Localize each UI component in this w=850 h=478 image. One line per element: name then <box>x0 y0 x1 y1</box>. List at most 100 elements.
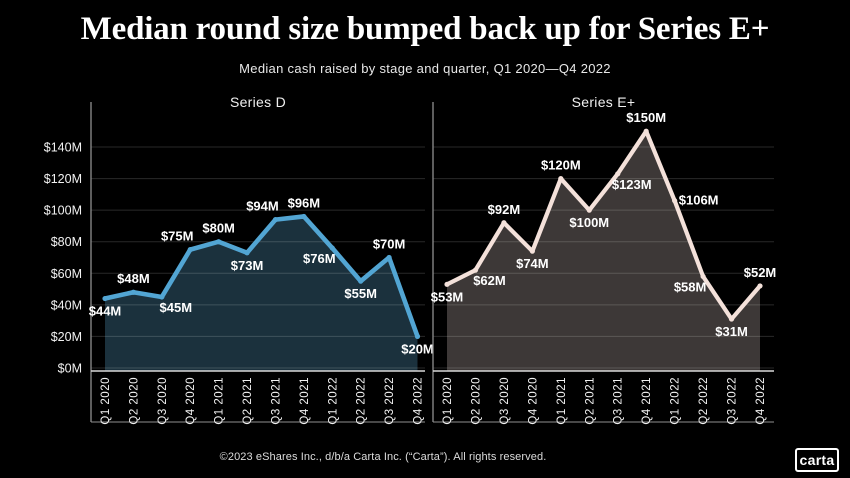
data-points <box>444 128 763 322</box>
median-round-size-chart: $44M $48M $45M $75M $80M $73M $94M $96M $76M $55M… <box>44 94 777 425</box>
x-tick-label: Q1 2022 <box>670 377 682 425</box>
data-point <box>444 281 450 287</box>
x-axis-labels: Q1 2020 Q2 2020 Q3 2020 Q4 2020 Q1 2021 Q2 20… <box>100 377 425 425</box>
x-tick-label: Q3 2020 <box>499 377 511 425</box>
y-tick-label: $20M <box>51 330 82 344</box>
data-point <box>672 198 678 204</box>
series-d-panel: $44M $48M $45M $75M $80M $73M $94M $96M $76M $55M… <box>44 94 434 425</box>
x-tick-label: Q4 2020 <box>527 377 539 425</box>
point-value-label: $45M <box>160 300 193 315</box>
point-value-label: $96M <box>288 195 321 210</box>
data-point <box>615 171 621 177</box>
data-point <box>358 278 364 284</box>
x-axis-labels: Q1 2020 Q2 2020 Q3 2020 Q4 2020 Q1 2021 Q2 20… <box>442 377 767 425</box>
data-point <box>728 316 735 322</box>
x-tick-label: Q2 2020 <box>470 377 482 425</box>
data-point <box>643 128 649 134</box>
x-tick-label: Q1 2020 <box>442 377 454 425</box>
area-fill <box>447 131 760 371</box>
data-point <box>558 175 564 182</box>
point-value-label: $80M <box>202 221 235 236</box>
carta-logo-text: carta <box>799 452 835 468</box>
data-point <box>244 250 250 256</box>
point-value-label: $52M <box>744 265 777 280</box>
y-tick-label: $80M <box>51 235 82 249</box>
point-value-label: $75M <box>161 229 194 244</box>
y-tick-label: $60M <box>51 267 82 281</box>
data-point <box>301 213 307 220</box>
x-tick-label: Q1 2022 <box>327 377 339 425</box>
panel-title: Series E+ <box>572 94 636 110</box>
x-tick-label: Q2 2022 <box>698 377 710 425</box>
x-tick-label: Q1 2020 <box>100 377 112 425</box>
y-tick-label: $0M <box>58 362 82 376</box>
y-tick-label: $100M <box>44 204 82 218</box>
data-point <box>586 207 592 213</box>
point-value-label: $53M <box>431 289 464 304</box>
data-point <box>472 267 479 273</box>
point-value-label: $74M <box>516 256 549 271</box>
x-tick-label: Q4 2022 <box>413 377 425 425</box>
data-point <box>414 333 421 340</box>
data-point <box>272 217 279 223</box>
point-value-label: $92M <box>488 202 521 217</box>
point-value-label: $44M <box>89 304 122 319</box>
x-tick-label: Q4 2021 <box>641 377 653 425</box>
x-tick-label: Q3 2021 <box>613 377 625 425</box>
x-tick-label: Q2 2022 <box>356 377 368 425</box>
x-tick-label: Q2 2020 <box>128 377 140 425</box>
x-tick-label: Q1 2021 <box>214 377 226 425</box>
point-value-label: $62M <box>473 273 506 288</box>
copyright-text: ©2023 eShares Inc., d/b/a Carta Inc. (“C… <box>219 451 547 463</box>
series-e-panel: $53M $62M $92M $74M $120M $100M $123M $150M $106… <box>431 94 777 425</box>
x-tick-label: Q2 2021 <box>242 377 254 425</box>
data-point <box>216 239 222 245</box>
point-value-label: $48M <box>117 271 150 286</box>
point-value-label: $94M <box>246 199 279 214</box>
x-tick-label: Q3 2020 <box>157 377 169 425</box>
y-tick-label: $120M <box>44 172 82 186</box>
point-value-label: $20M <box>401 341 434 356</box>
point-labels: $53M $62M $92M $74M $120M $100M $123M $150M $106… <box>431 110 777 339</box>
data-point <box>329 245 335 251</box>
point-value-label: $120M <box>541 158 581 173</box>
data-points <box>102 213 421 340</box>
point-value-label: $100M <box>569 215 609 230</box>
x-tick-label: Q3 2022 <box>384 377 396 425</box>
x-tick-label: Q4 2022 <box>755 377 767 425</box>
x-tick-label: Q3 2022 <box>727 377 739 425</box>
x-tick-label: Q2 2021 <box>584 377 596 425</box>
point-value-label: $31M <box>715 324 748 339</box>
gridlines <box>433 146 774 369</box>
trend-line <box>444 129 763 322</box>
point-value-label: $150M <box>626 110 666 125</box>
x-tick-label: Q4 2020 <box>185 377 197 425</box>
point-value-label: $123M <box>612 177 652 192</box>
page-title: Median round size bumped back up for Ser… <box>80 11 770 47</box>
data-point <box>102 295 108 302</box>
x-tick-label: Q3 2021 <box>270 377 282 425</box>
point-value-label: $70M <box>373 237 406 252</box>
data-point <box>159 294 165 300</box>
point-value-label: $106M <box>679 193 719 208</box>
area-fill <box>105 216 418 371</box>
y-tick-label: $40M <box>51 298 82 312</box>
y-tick-label: $140M <box>44 141 82 155</box>
data-point <box>757 283 763 289</box>
point-labels: $44M $48M $45M $75M $80M $73M $94M $96M $76M $55M… <box>89 195 434 356</box>
data-point <box>130 289 137 295</box>
data-point <box>187 247 193 253</box>
data-point <box>529 248 535 254</box>
data-point <box>501 220 507 226</box>
point-value-label: $73M <box>231 258 264 273</box>
y-axis-labels: $0M $20M $40M $60M $80M $100M $120M $140M <box>44 141 82 376</box>
data-point <box>700 273 706 280</box>
point-value-label: $55M <box>344 286 377 301</box>
carta-logo: carta <box>795 448 839 472</box>
trend-line <box>102 214 420 339</box>
data-point <box>386 254 392 261</box>
point-value-label: $76M <box>303 251 336 266</box>
x-tick-label: Q1 2021 <box>556 377 568 425</box>
point-value-label: $58M <box>674 279 707 294</box>
